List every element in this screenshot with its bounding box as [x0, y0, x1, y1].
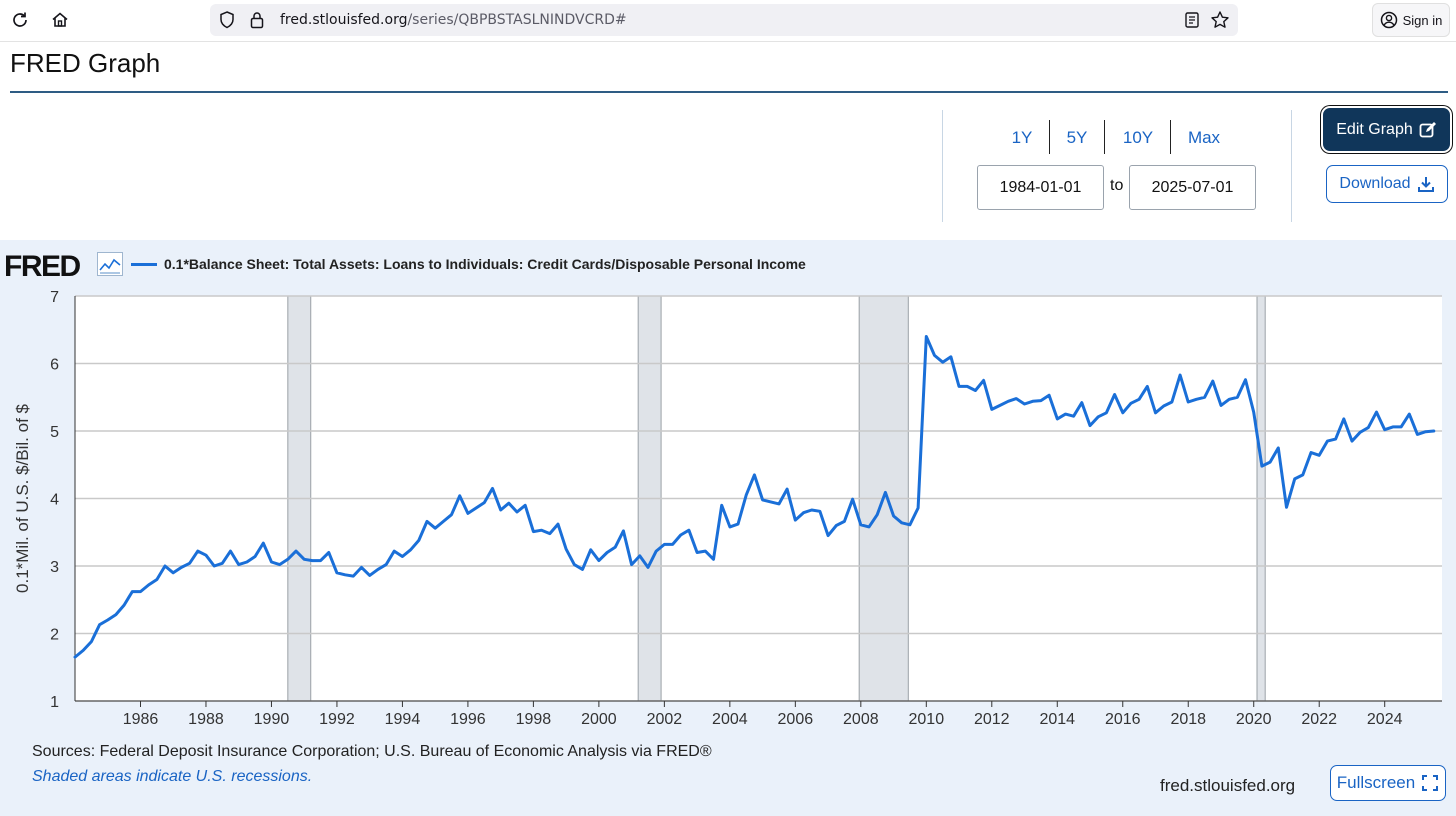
y-tick-label: 7 [50, 289, 59, 306]
fred-logo: FRED [4, 250, 81, 283]
download-icon [1417, 177, 1434, 192]
x-tick-label: 2020 [1236, 711, 1272, 728]
x-tick-label: 2010 [909, 711, 945, 728]
sources-text: Sources: Federal Deposit Insurance Corpo… [32, 743, 712, 760]
range-1y-button[interactable]: 1Y [1011, 128, 1033, 147]
account-icon [1380, 11, 1397, 29]
y-tick-label: 5 [50, 424, 59, 441]
x-tick-label: 2022 [1301, 711, 1337, 728]
x-tick-label: 2012 [974, 711, 1010, 728]
download-label: Download [1339, 175, 1411, 192]
x-tick-label: 2002 [647, 711, 683, 728]
title-divider [10, 91, 1448, 93]
x-tick-label: 2008 [843, 711, 879, 728]
edit-icon [1419, 121, 1436, 137]
range-5y-button[interactable]: 5Y [1066, 128, 1088, 147]
end-date-input[interactable]: 2025-07-01 [1129, 165, 1256, 210]
range-10y-button[interactable]: 10Y [1122, 128, 1154, 147]
range-separator [1104, 120, 1105, 154]
edit-graph-label: Edit Graph [1336, 120, 1413, 138]
series-line [73, 335, 1436, 659]
fullscreen-button[interactable]: Fullscreen [1330, 765, 1446, 801]
browser-toolbar: fred.stlouisfed.org/series/QBPBSTASLNIND… [0, 0, 1456, 42]
x-tick-label: 1992 [319, 711, 355, 728]
fullscreen-label: Fullscreen [1336, 773, 1416, 792]
x-tick-label: 2014 [1039, 711, 1075, 728]
x-tick-label: 2018 [1170, 711, 1206, 728]
y-tick-label: 3 [50, 559, 59, 576]
recession-note: Shaded areas indicate U.S. recessions. [32, 768, 313, 785]
fullscreen-icon [1422, 775, 1439, 791]
download-button[interactable]: Download [1326, 165, 1448, 203]
y-axis-title: 0.1*Mil. of U.S. $/Bil. of $ [13, 403, 32, 593]
y-tick-label: 4 [50, 492, 59, 509]
x-tick-label: 1998 [516, 711, 552, 728]
lock-icon[interactable] [248, 10, 266, 35]
x-tick-label: 1990 [254, 711, 290, 728]
y-tick-label: 1 [50, 694, 59, 711]
legend-swatch [131, 263, 157, 266]
x-tick-label: 2006 [778, 711, 814, 728]
date-to-label: to [1110, 177, 1124, 194]
reader-view-icon[interactable] [1184, 11, 1200, 34]
x-tick-label: 2024 [1367, 711, 1403, 728]
edit-graph-button[interactable]: Edit Graph [1323, 108, 1450, 151]
url-domain: fred.stlouisfed.org [280, 12, 408, 28]
bookmark-star-icon[interactable] [1210, 10, 1230, 35]
y-tick-label: 2 [50, 627, 59, 644]
sign-in-label: Sign in [1402, 12, 1443, 28]
fred-site-label: fred.stlouisfed.org [1160, 776, 1296, 795]
url-text[interactable]: fred.stlouisfed.org/series/QBPBSTASLNIND… [280, 12, 627, 28]
range-divider-left [942, 110, 943, 222]
x-tick-label: 1996 [450, 711, 486, 728]
range-separator [1170, 120, 1171, 154]
x-tick-label: 2004 [712, 711, 748, 728]
reload-icon[interactable] [8, 8, 32, 32]
chart-trend-icon [97, 252, 123, 276]
home-icon[interactable] [48, 8, 72, 32]
x-tick-label: 2016 [1105, 711, 1141, 728]
shield-icon[interactable] [218, 10, 236, 35]
line-chart: 1 2 3 4 5 6 7 1986 1988 1990 1992 1994 1996 1998 2000 2… [13, 289, 1442, 728]
range-separator [1049, 120, 1050, 154]
x-tick-label: 1988 [188, 711, 224, 728]
x-tick-label: 1986 [123, 711, 159, 728]
page-title: FRED Graph [10, 48, 161, 78]
sign-in-button[interactable]: Sign in [1372, 3, 1450, 37]
y-tick-label: 6 [50, 357, 59, 374]
x-tick-label: 2000 [581, 711, 617, 728]
range-divider-right [1291, 110, 1292, 222]
legend-label: 0.1*Balance Sheet: Total Assets: Loans t… [164, 256, 806, 272]
address-bar[interactable]: fred.stlouisfed.org/series/QBPBSTASLNIND… [210, 4, 1238, 36]
url-path: /series/QBPBSTASLNINDVCRD# [407, 12, 627, 28]
start-date-input[interactable]: 1984-01-01 [977, 165, 1104, 210]
x-tick-label: 1994 [385, 711, 421, 728]
range-max-button[interactable]: Max [1187, 128, 1221, 147]
